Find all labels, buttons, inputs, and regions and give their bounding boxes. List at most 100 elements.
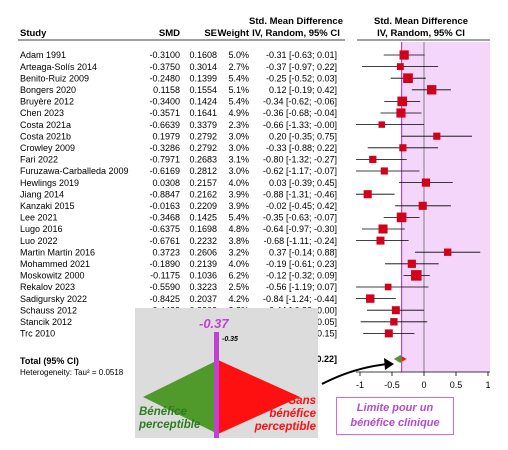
study-name: Furuzawa-Carballeda 2009 [20,166,129,176]
study-weight: 4.0% [228,259,249,269]
study-name: Arteaga-Solís 2014 [20,62,97,72]
study-smd: -0.6761 [149,236,180,246]
study-ci-text: -0.37 [-0.97; 0.22] [266,62,337,72]
study-point-marker [366,294,375,303]
study-point-marker [399,50,409,60]
study-point-marker [376,236,385,245]
study-name: Benito-Ruiz 2009 [20,73,89,83]
inset-red-half [218,360,300,434]
study-ci-text: 0.03 [-0.39; 0.45] [269,178,337,188]
study-se: 0.2606 [189,247,217,257]
study-ci-text: -0.34 [-0.62; -0.06] [263,97,337,107]
pointer-arrowhead [384,358,394,370]
study-point-marker [384,329,393,338]
study-name: Luo 2022 [20,236,58,246]
study-point-marker [390,318,398,326]
study-name: Kanzaki 2015 [20,201,75,211]
study-se: 0.3014 [189,62,217,72]
x-axis: -1 -0.5 0 0.5 1 [356,371,491,390]
study-se: 0.1608 [189,50,217,60]
study-ci-text: -0.33 [-0.88; 0.22] [266,143,337,153]
study-point-marker [427,85,437,95]
study-smd: -0.6639 [149,120,180,130]
study-point-marker [396,212,407,223]
study-weight: 3.1% [228,155,249,165]
study-weight: 3.9% [228,201,249,211]
inset-right-label-3: perceptible [254,421,317,433]
study-smd: -0.3468 [149,213,180,223]
study-ci-text: -0.12 [-0.32; 0.09] [266,271,337,281]
study-point-marker [380,167,388,175]
clinical-threshold-callout: Limite pour un bénéfice clinique [336,397,454,435]
study-se: 0.3223 [189,282,217,292]
study-point-marker [407,259,416,268]
inset-left-label-1: Bénéfice [139,406,188,418]
study-name: Hewlings 2019 [20,178,79,188]
study-ci-text: 0.12 [-0.19; 0.42] [269,85,337,95]
study-se: 0.1554 [189,85,217,95]
header-se: SE [204,28,217,39]
study-se: 0.1424 [189,97,217,107]
study-point-marker [433,132,441,140]
no-benefit-shaded-region [401,42,490,372]
inset-green-half [143,360,218,434]
study-weight: 5.4% [228,213,249,223]
study-se: 0.3379 [189,120,217,130]
study-point-marker [363,190,372,199]
study-name: Crowley 2009 [20,143,75,153]
study-point-marker [369,155,377,164]
study-point-marker [391,306,400,315]
study-weight: 2.3% [228,120,249,130]
study-name: Costa 2021b [20,131,71,141]
study-smd: -0.0163 [149,201,180,211]
header-study: Study [20,28,47,39]
study-point-marker [399,144,407,152]
study-smd: -0.8847 [149,189,180,199]
study-point-marker [444,248,452,256]
study-smd: -0.3100 [149,50,180,60]
study-ci-text: -0.36 [-0.68; -0.04] [263,108,337,118]
study-name: Rekalov 2023 [20,282,75,292]
study-name: Moskowitz 2000 [20,271,85,281]
study-se: 0.2792 [189,143,217,153]
callout-line-2: bénéfice clinique [350,417,440,429]
study-weight: 3.0% [228,143,249,153]
study-name: Sadigursky 2022 [20,294,87,304]
study-smd: -0.7971 [149,155,180,165]
study-se: 0.1698 [189,224,217,234]
study-ci-text: -0.84 [-1.24; -0.44] [263,294,337,304]
study-point-marker [396,63,404,71]
study-point-marker [378,224,388,234]
inset-value-small: -0.35 [222,336,238,343]
study-name: Bongers 2020 [20,85,76,95]
study-smd: 0.1158 [153,85,180,95]
study-ci-text: -0.02 [-0.45; 0.42] [266,201,337,211]
x-tick-label: -0.5 [384,380,400,390]
total-diamond-group [393,355,407,363]
study-weight: 3.8% [228,236,249,246]
study-weight: 5.4% [228,73,249,83]
study-marks [356,50,481,338]
study-weight: 5.4% [228,97,249,107]
study-point-marker [421,178,431,187]
study-weight: 5.0% [228,50,249,60]
study-name: Jiang 2014 [20,189,64,199]
study-weight: 2.7% [228,62,249,72]
study-weight: 4.9% [228,108,249,118]
study-smd: -0.1890 [149,259,180,269]
study-smd: -0.1175 [150,271,180,281]
total-diamond-no-benefit [401,356,407,362]
study-smd: -0.3750 [149,62,180,72]
x-tick-label: 0.5 [450,380,463,390]
study-se: 0.1399 [189,73,217,83]
study-ci-text: -0.25 [-0.52; 0.03] [266,73,337,83]
study-smd: 0.0308 [152,178,180,188]
study-point-marker [378,121,385,128]
study-ci-text: -0.62 [-1.17; -0.07] [263,166,337,176]
study-name: Mohammed 2021 [20,259,90,269]
pointer-arrow [321,363,389,385]
study-name: Lugo 2016 [20,224,63,234]
diamond-zoom-inset: -0.37 -0.35 Bénéfice perceptible Sans bé… [135,308,318,438]
study-ci-text: -0.80 [-1.32; -0.27] [263,155,337,165]
study-se: 0.1425 [189,213,217,223]
